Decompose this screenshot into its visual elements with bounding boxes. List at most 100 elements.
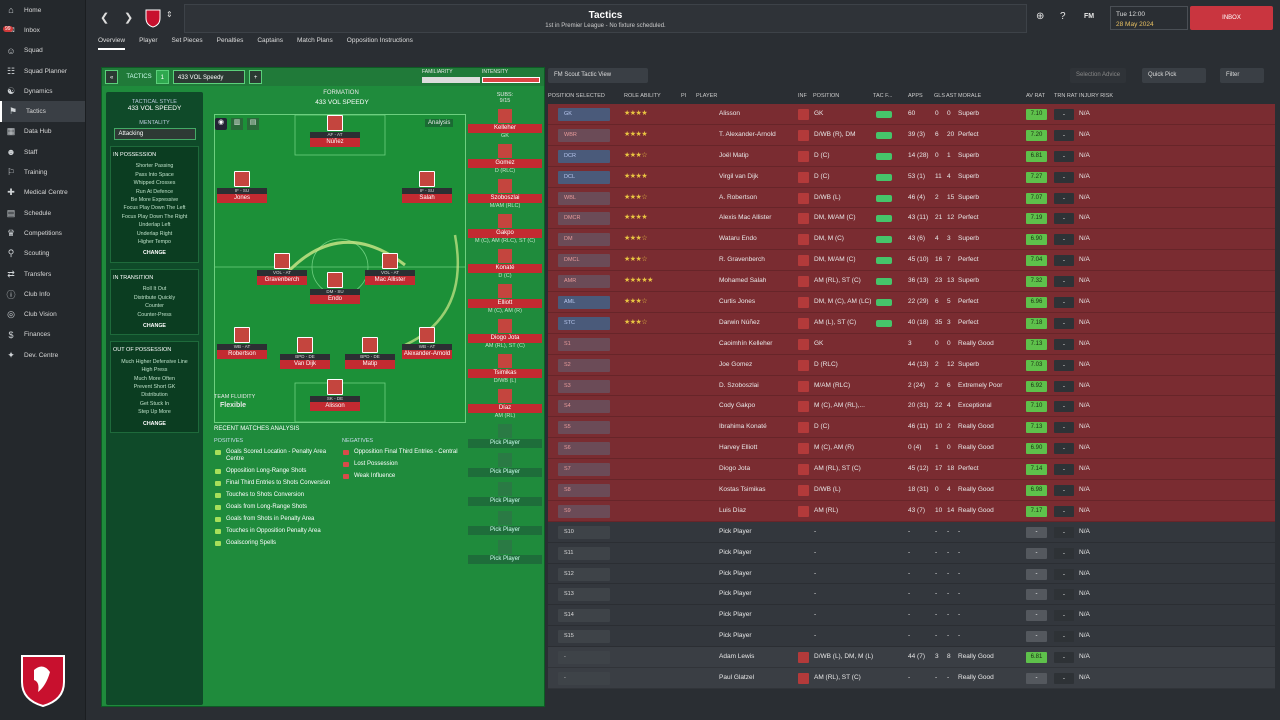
shirt-icon[interactable]: ▤ <box>247 118 259 130</box>
sidebar-item-home[interactable]: ⌂ Home <box>0 0 85 20</box>
table-row[interactable]: WBR ★★★★ T. Alexander-Arnold D/WB (R), DM 39… <box>548 124 1275 146</box>
position-selector[interactable]: S13 <box>558 588 610 602</box>
sidebar-item-transfers[interactable]: ⇄ Transfers <box>0 264 85 284</box>
tab-set-pieces[interactable]: Set Pieces <box>171 37 203 44</box>
column-header[interactable]: POSITION <box>813 93 840 99</box>
position-selector[interactable]: S9 <box>558 504 610 518</box>
instructions-icon[interactable]: ◉ <box>215 118 227 130</box>
position-selector[interactable]: DCR <box>558 149 610 163</box>
player-name[interactable]: Caoimhín Kelleher <box>719 339 773 347</box>
add-tactic-button[interactable]: + <box>248 70 263 84</box>
sidebar-item-inbox[interactable]: ✉Inbox <box>0 20 85 40</box>
table-row[interactable]: GK ★★★★ Alisson GK 60 0 0 Superb 7.10- N/A <box>548 104 1275 125</box>
pitch-player[interactable]: BPD - DE Matip <box>345 337 395 369</box>
sidebar-item-squad-planner[interactable]: ☷ Squad Planner <box>0 61 85 81</box>
sub-slot[interactable]: Gomez D (RLC) <box>468 144 542 174</box>
column-header[interactable]: APPS <box>908 93 923 99</box>
pitch-player[interactable]: SK - DE Alisson <box>310 379 360 411</box>
column-header[interactable]: TRN RAT <box>1054 93 1078 99</box>
column-header[interactable]: PI <box>681 93 687 99</box>
pitch-player[interactable]: DM - SU Endo <box>310 272 360 304</box>
sidebar-item-dynamics[interactable]: ☯ Dynamics <box>0 81 85 101</box>
sidebar-item-scouting[interactable]: ⚲ Scouting <box>0 244 85 264</box>
column-header[interactable]: AST <box>946 93 957 99</box>
table-row[interactable]: S10 Pick Player - - - - - - - N/A <box>548 521 1275 543</box>
table-row[interactable]: S15 Pick Player - - - - - - - N/A <box>548 626 1275 648</box>
tab-match-plans[interactable]: Match Plans <box>297 37 333 44</box>
player-name[interactable]: Luis Díaz <box>719 506 747 514</box>
position-selector[interactable]: DCL <box>558 170 610 184</box>
player-name[interactable]: Joël Matip <box>719 151 749 159</box>
pitch-player[interactable]: IF - SU Salah <box>402 171 452 203</box>
table-row[interactable]: DCR ★★★☆ Joël Matip D (C) 14 (28) 0 1 Superb 6.8… <box>548 145 1275 167</box>
date-display[interactable]: Tue 12:00 28 May 2024 <box>1110 6 1188 30</box>
table-row[interactable]: S1 Caoimhín Kelleher GK 3 0 0 Really Good 7.13-… <box>548 333 1275 355</box>
tab-captains[interactable]: Captains <box>257 37 284 44</box>
player-name[interactable]: Cody Gakpo <box>719 402 756 410</box>
pitch-player[interactable]: BPD - DE Van Dijk <box>280 337 330 369</box>
table-row[interactable]: S12 Pick Player - - - - - - - N/A <box>548 563 1275 585</box>
filter-button[interactable]: Filter <box>1220 68 1264 83</box>
position-selector[interactable]: - <box>558 672 610 686</box>
sidebar-item-tactics[interactable]: ⚑ Tactics <box>0 101 85 122</box>
tab-player[interactable]: Player <box>139 37 158 44</box>
pitch-player[interactable]: VOL - AT Mac Allister <box>365 253 415 285</box>
sidebar-item-staff[interactable]: ☻ Staff <box>0 142 85 162</box>
table-row[interactable]: DM ★★★☆ Wataru Endo DM, M (C) 43 (6) 4 3 Superb… <box>548 229 1275 251</box>
player-name[interactable]: Virgil van Dijk <box>719 172 759 180</box>
sidebar-item-squad[interactable]: ☺ Squad <box>0 41 85 61</box>
position-selector[interactable]: S2 <box>558 358 610 372</box>
position-selector[interactable]: S8 <box>558 484 610 498</box>
column-header[interactable]: PLAYER <box>696 93 718 99</box>
position-selector[interactable]: S5 <box>558 421 610 435</box>
back-arrow-icon[interactable]: ❮ <box>100 12 110 24</box>
position-selector[interactable]: DMCR <box>558 212 610 226</box>
player-name[interactable]: Adam Lewis <box>719 653 755 661</box>
player-name[interactable]: T. Alexander-Arnold <box>719 130 776 138</box>
position-selector[interactable]: S11 <box>558 546 610 560</box>
player-name[interactable]: Ibrahima Konaté <box>719 423 767 431</box>
pitch-player[interactable]: VOL - AT Gravenberch <box>257 253 307 285</box>
player-name[interactable]: Wataru Endo <box>719 235 757 243</box>
table-row[interactable]: AML ★★★☆ Curtis Jones DM, M (C), AM (LC) 22 … <box>548 292 1275 313</box>
player-name[interactable]: Pick Player <box>719 527 752 535</box>
position-selector[interactable]: S14 <box>558 609 610 623</box>
sidebar-item-data-hub[interactable]: ▦ Data Hub <box>0 122 85 142</box>
position-selector[interactable]: DMCL <box>558 254 610 268</box>
sub-slot[interactable]: Pick Player <box>468 482 542 506</box>
out-of-possession-change-button[interactable]: CHANGE <box>143 420 166 427</box>
pitch-player[interactable]: WB - AT Robertson <box>217 327 267 359</box>
table-row[interactable]: S8 Kostas Tsimikas D/WB (L) 18 (31) 0 4 Really… <box>548 480 1275 501</box>
sub-slot[interactable]: Pick Player <box>468 540 542 564</box>
position-selector[interactable]: S7 <box>558 463 610 477</box>
table-row[interactable]: - Paul Glatzel AM (RL), ST (C) - - - Really Go… <box>548 668 1275 689</box>
sub-slot[interactable]: Gakpo M (C), AM (RLC), ST (C) <box>468 214 542 244</box>
position-selector[interactable]: AMR <box>558 275 610 289</box>
club-switch-icon[interactable]: ⇕ <box>166 10 173 19</box>
column-header[interactable]: ROLE ABILITY <box>624 93 661 99</box>
table-row[interactable]: S5 Ibrahima Konaté D (C) 46 (11) 10 2 Really G… <box>548 417 1275 439</box>
sidebar-item-schedule[interactable]: ▤ Schedule <box>0 203 85 223</box>
player-name[interactable]: Alisson <box>719 110 740 117</box>
table-row[interactable]: S7 Diogo Jota AM (RL), ST (C) 45 (12) 17 18 Pe… <box>548 459 1275 481</box>
sub-slot[interactable]: Pick Player <box>468 453 542 477</box>
scout-view-dropdown[interactable]: FM Scout Tactic View <box>548 68 648 83</box>
tab-penalties[interactable]: Penalties <box>216 37 244 44</box>
quick-pick-button[interactable]: Quick Pick <box>1142 68 1206 83</box>
sidebar-item-dev-centre[interactable]: ✦ Dev. Centre <box>0 345 85 365</box>
player-name[interactable]: Pick Player <box>719 632 752 640</box>
position-selector[interactable]: WBL <box>558 191 610 205</box>
collapse-button[interactable]: « <box>105 70 119 84</box>
selection-advice-button[interactable]: Selection Advice <box>1070 68 1127 83</box>
globe-icon[interactable]: ⊕ <box>1036 11 1045 22</box>
table-row[interactable]: WBL ★★★☆ A. Robertson D/WB (L) 46 (4) 2 15 Supe… <box>548 187 1275 209</box>
player-name[interactable]: Diogo Jota <box>719 465 751 473</box>
column-header[interactable]: POSITION SELECTED <box>548 93 605 99</box>
tab-overview[interactable]: Overview <box>98 37 126 50</box>
player-name[interactable]: Kostas Tsimikas <box>719 486 766 494</box>
column-header[interactable]: AV RAT <box>1026 93 1046 99</box>
player-name[interactable]: Alexis Mac Allister <box>719 214 772 222</box>
table-row[interactable]: S13 Pick Player - - - - - - - N/A <box>548 584 1275 606</box>
table-row[interactable]: DCL ★★★★ Virgil van Dijk D (C) 53 (1) 11 4 Supe… <box>548 166 1275 188</box>
table-row[interactable]: S6 Harvey Elliott M (C), AM (R) 0 (4) 1 0 Real… <box>548 438 1275 460</box>
